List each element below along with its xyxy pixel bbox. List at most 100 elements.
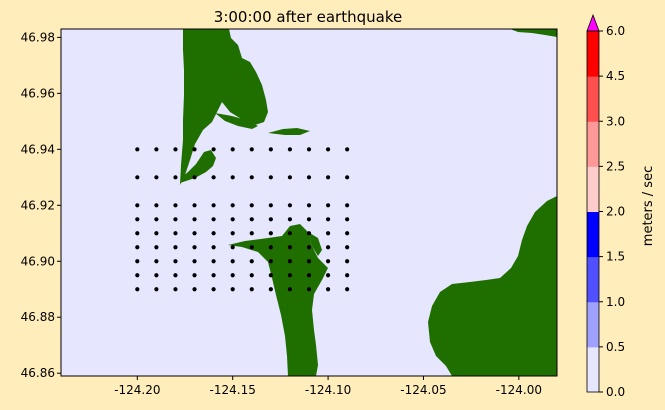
colorbar-tick-label: 2.5: [606, 159, 625, 173]
gauge-point: [249, 287, 254, 292]
gauge-point: [306, 273, 312, 278]
gauge-point: [211, 217, 216, 222]
y-tick-label: 46.90: [21, 254, 55, 268]
gauge-point: [173, 245, 178, 250]
colorbar-band: [587, 76, 599, 122]
colorbar-band: [587, 166, 599, 212]
colorbar-band: [587, 346, 599, 393]
gauge-point: [306, 175, 312, 180]
gauge-point: [249, 147, 254, 152]
gauge-point: [249, 175, 254, 180]
gauge-points: [135, 147, 350, 292]
gauge-point: [345, 147, 350, 152]
map-frame: [60, 28, 558, 377]
gauge-point: [154, 147, 159, 152]
gauge-point: [211, 245, 216, 250]
gauge-point: [306, 287, 312, 292]
gauge-point: [135, 231, 140, 236]
gauge-point: [325, 259, 331, 264]
gauge-point: [173, 147, 178, 152]
gauge-point: [249, 217, 254, 222]
gauge-point: [325, 217, 331, 222]
gauge-point: [230, 217, 235, 222]
gauge-point: [230, 175, 235, 180]
x-tick-label: -124.10: [305, 383, 351, 397]
gauge-point: [287, 287, 293, 292]
gauge-point: [135, 203, 140, 208]
gauge-point: [211, 259, 216, 264]
gauge-point: [173, 175, 178, 180]
gauge-point: [306, 203, 312, 208]
colorbar-band: [587, 31, 599, 77]
gauge-point: [345, 273, 350, 278]
y-tick-label: 46.92: [21, 198, 55, 212]
south-peninsula-land: [228, 224, 328, 376]
gauge-point: [135, 175, 140, 180]
gauge-point: [154, 273, 159, 278]
gauge-point: [192, 259, 197, 264]
north-inner-sliver-land: [240, 72, 256, 110]
gauge-point: [345, 245, 350, 250]
gauge-point: [192, 231, 197, 236]
gauge-point: [249, 231, 254, 236]
gauge-point: [192, 287, 197, 292]
gauge-point: [230, 259, 235, 264]
colorbar-tick-label: 2.0: [606, 205, 625, 219]
gauge-point: [230, 287, 235, 292]
land-mass: [180, 29, 557, 376]
gauge-point: [325, 245, 331, 250]
small-spit-land: [268, 128, 310, 135]
x-tick-label: -124.15: [210, 383, 256, 397]
gauge-point: [192, 203, 197, 208]
gauge-point: [268, 287, 273, 292]
south-peninsula-inner-land: [308, 232, 322, 256]
gauge-point: [230, 245, 235, 250]
y-axis: 46.86 46.88 46.90 46.92 46.94 46.96 46.98: [21, 30, 61, 380]
gauge-point: [268, 203, 273, 208]
gauge-point: [154, 175, 159, 180]
gauge-point: [135, 259, 140, 264]
gauge-point: [345, 217, 350, 222]
gauge-point: [135, 245, 140, 250]
gauge-point: [211, 231, 216, 236]
colorbar-label: meters / sec: [641, 166, 656, 246]
gauge-point: [135, 147, 140, 152]
colorbar-tick-label: 0.0: [606, 385, 625, 399]
gauge-point: [154, 245, 159, 250]
gauge-point: [230, 203, 235, 208]
colorbar-tick-label: 0.5: [606, 340, 625, 354]
gauge-point: [345, 287, 350, 292]
gauge-point: [287, 217, 293, 222]
gauge-point: [249, 273, 254, 278]
gauge-point: [306, 147, 312, 152]
gauge-point: [230, 273, 235, 278]
gauge-point: [287, 147, 293, 152]
colorbar: 0.0 0.5 1.0 1.5 2.0 2.5 3.0 4.5 6.0 meters / sec: [586, 13, 656, 399]
y-tick-label: 46.88: [21, 310, 55, 324]
map-title: 3:00:00 after earthquake: [214, 8, 402, 26]
colorbar-tick-label: 1.5: [606, 250, 625, 264]
colorbar-extend-triangle: [586, 13, 600, 32]
y-tick-label: 46.86: [21, 366, 55, 380]
east-shore-land: [428, 196, 557, 376]
y-tick-label: 46.98: [21, 30, 55, 44]
gauge-point: [268, 217, 273, 222]
gauge-point: [154, 287, 159, 292]
gauge-point: [154, 231, 159, 236]
gauge-point: [306, 231, 312, 236]
gauge-point: [325, 203, 331, 208]
colorbar-band: [587, 301, 599, 348]
gauge-point: [287, 175, 293, 180]
gauge-point: [268, 231, 273, 236]
gauge-point: [154, 217, 159, 222]
gauge-point: [345, 203, 350, 208]
gauge-point: [192, 175, 197, 180]
gauge-point: [287, 203, 293, 208]
colorbar-tick-label: 4.5: [606, 69, 625, 83]
bar-island-land: [215, 113, 258, 129]
gauge-point: [287, 231, 293, 236]
gauge-point: [268, 245, 273, 250]
colorbar-tick-label: 1.0: [606, 295, 625, 309]
gauge-point: [306, 259, 312, 264]
gauge-point: [173, 259, 178, 264]
